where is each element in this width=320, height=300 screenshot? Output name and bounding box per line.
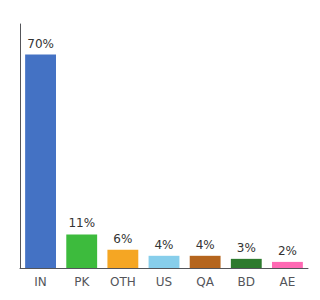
- svg-text:US: US: [156, 275, 172, 289]
- svg-text:4%: 4%: [196, 238, 215, 252]
- svg-text:11%: 11%: [68, 216, 95, 230]
- svg-text:4%: 4%: [154, 238, 173, 252]
- svg-text:6%: 6%: [113, 232, 132, 246]
- svg-text:IN: IN: [34, 275, 47, 289]
- svg-text:3%: 3%: [237, 241, 256, 255]
- svg-text:QA: QA: [196, 275, 214, 289]
- svg-text:BD: BD: [238, 275, 255, 289]
- svg-text:PK: PK: [74, 275, 90, 289]
- svg-text:2%: 2%: [278, 244, 297, 258]
- svg-text:AE: AE: [280, 275, 296, 289]
- svg-text:70%: 70%: [27, 37, 54, 51]
- svg-text:OTH: OTH: [110, 275, 136, 289]
